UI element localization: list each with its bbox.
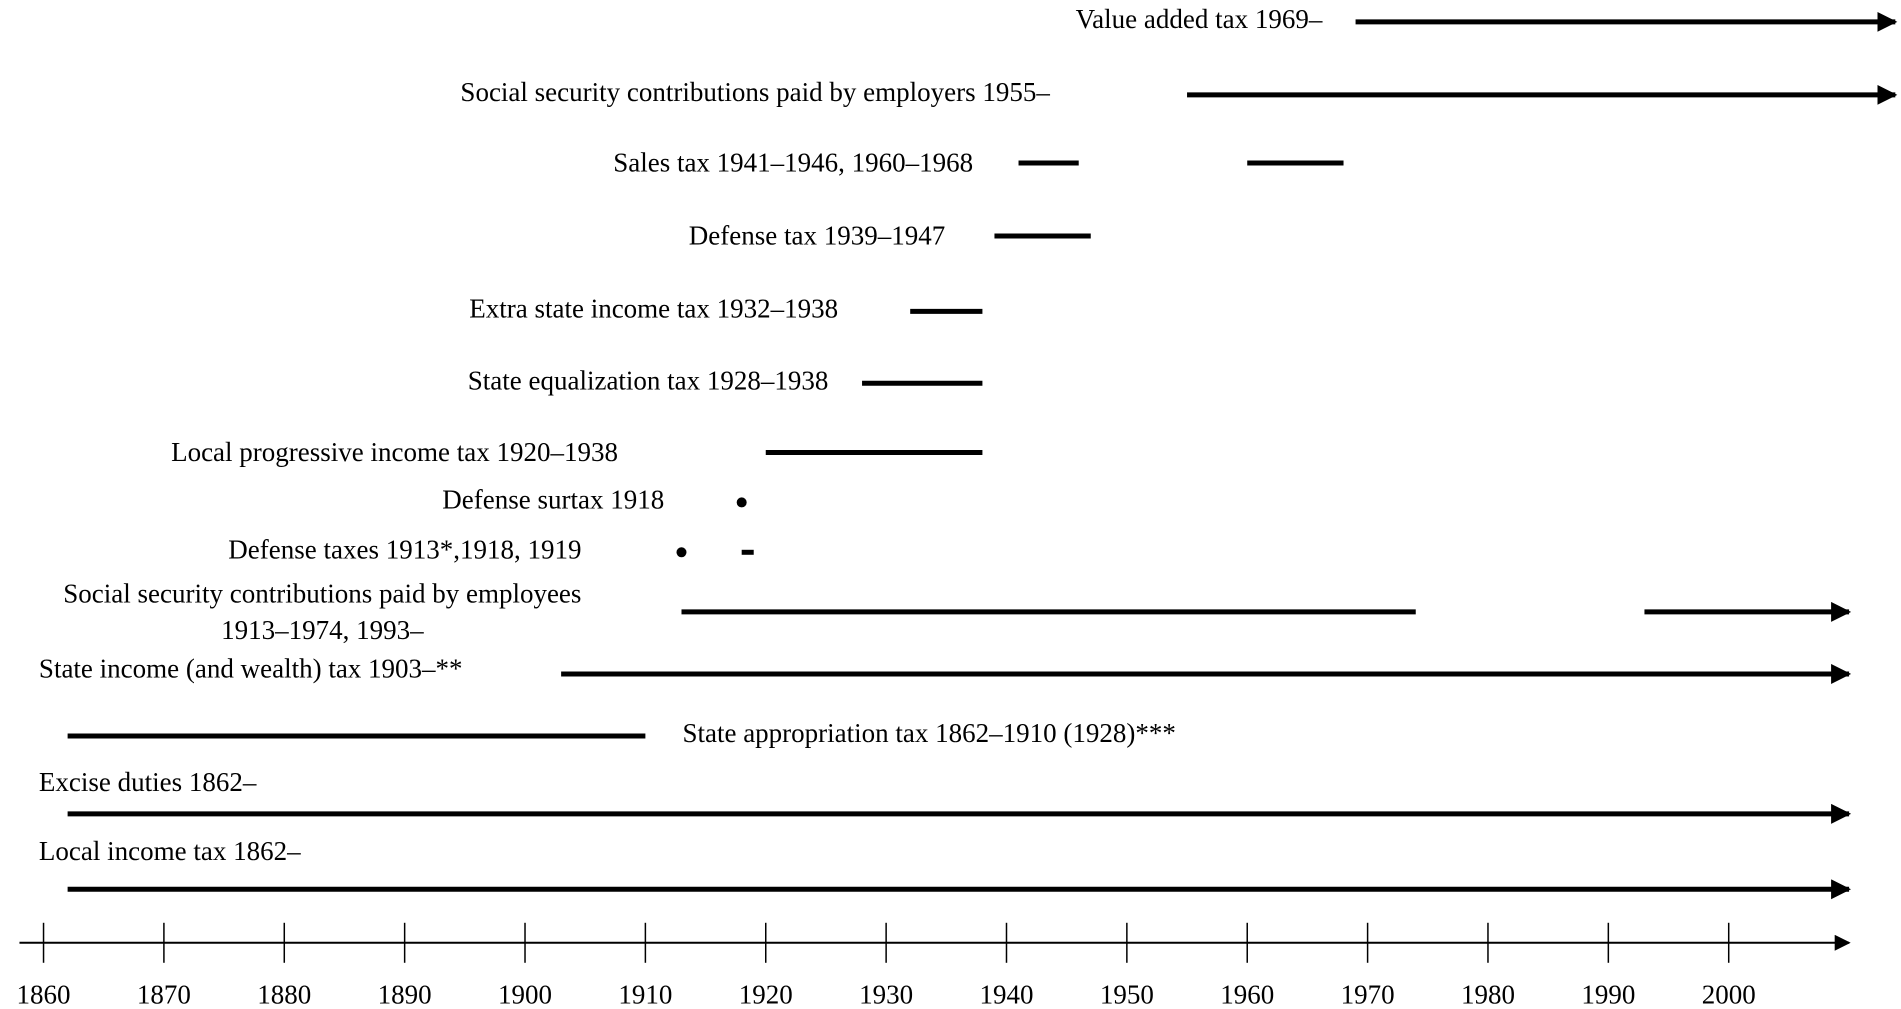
x-tick-label: 1940 <box>979 980 1033 1009</box>
item-label: Defense taxes 1913*,1918, 1919 <box>228 534 581 564</box>
x-tick-label: 1960 <box>1220 980 1274 1009</box>
x-tick-label: 1970 <box>1341 980 1395 1009</box>
x-tick-label: 1900 <box>498 980 552 1009</box>
x-tick-label: 1950 <box>1100 980 1154 1009</box>
tax-year <box>736 497 747 508</box>
item-label: Local progressive income tax 1920–1938 <box>171 437 618 467</box>
item-label: Social security contributions paid by em… <box>460 77 1050 107</box>
item-label: State appropriation tax 1862–1910 (1928)… <box>682 718 1175 748</box>
x-tick-label: 1930 <box>859 980 913 1009</box>
item-label: Local income tax 1862– <box>39 836 301 866</box>
item-label: Extra state income tax 1932–1938 <box>469 294 838 324</box>
item-label: Value added tax 1969– <box>1076 4 1323 34</box>
item-label: Social security contributions paid by em… <box>63 578 581 608</box>
item-label: 1913–1974, 1993– <box>221 615 424 645</box>
x-tick-label: 1980 <box>1461 980 1515 1009</box>
x-tick-label: 1920 <box>739 980 793 1009</box>
x-tick-label: 1990 <box>1581 980 1635 1009</box>
item-label: State income (and wealth) tax 1903–** <box>39 654 463 684</box>
item-label: State equalization tax 1928–1938 <box>468 365 829 395</box>
x-tick-label: 1890 <box>378 980 432 1009</box>
x-tick-label: 1870 <box>137 980 191 1009</box>
x-tick-label: 1860 <box>17 980 71 1009</box>
item-label: Defense tax 1939–1947 <box>689 221 945 251</box>
item-label: Excise duties 1862– <box>39 767 257 797</box>
item-label: Defense surtax 1918 <box>442 485 664 515</box>
tax-year <box>676 547 687 558</box>
x-tick-label: 2000 <box>1702 980 1756 1009</box>
item-label: Sales tax 1941–1946, 1960–1968 <box>613 148 973 178</box>
x-tick-label: 1910 <box>618 980 672 1009</box>
x-tick-label: 1880 <box>257 980 311 1009</box>
